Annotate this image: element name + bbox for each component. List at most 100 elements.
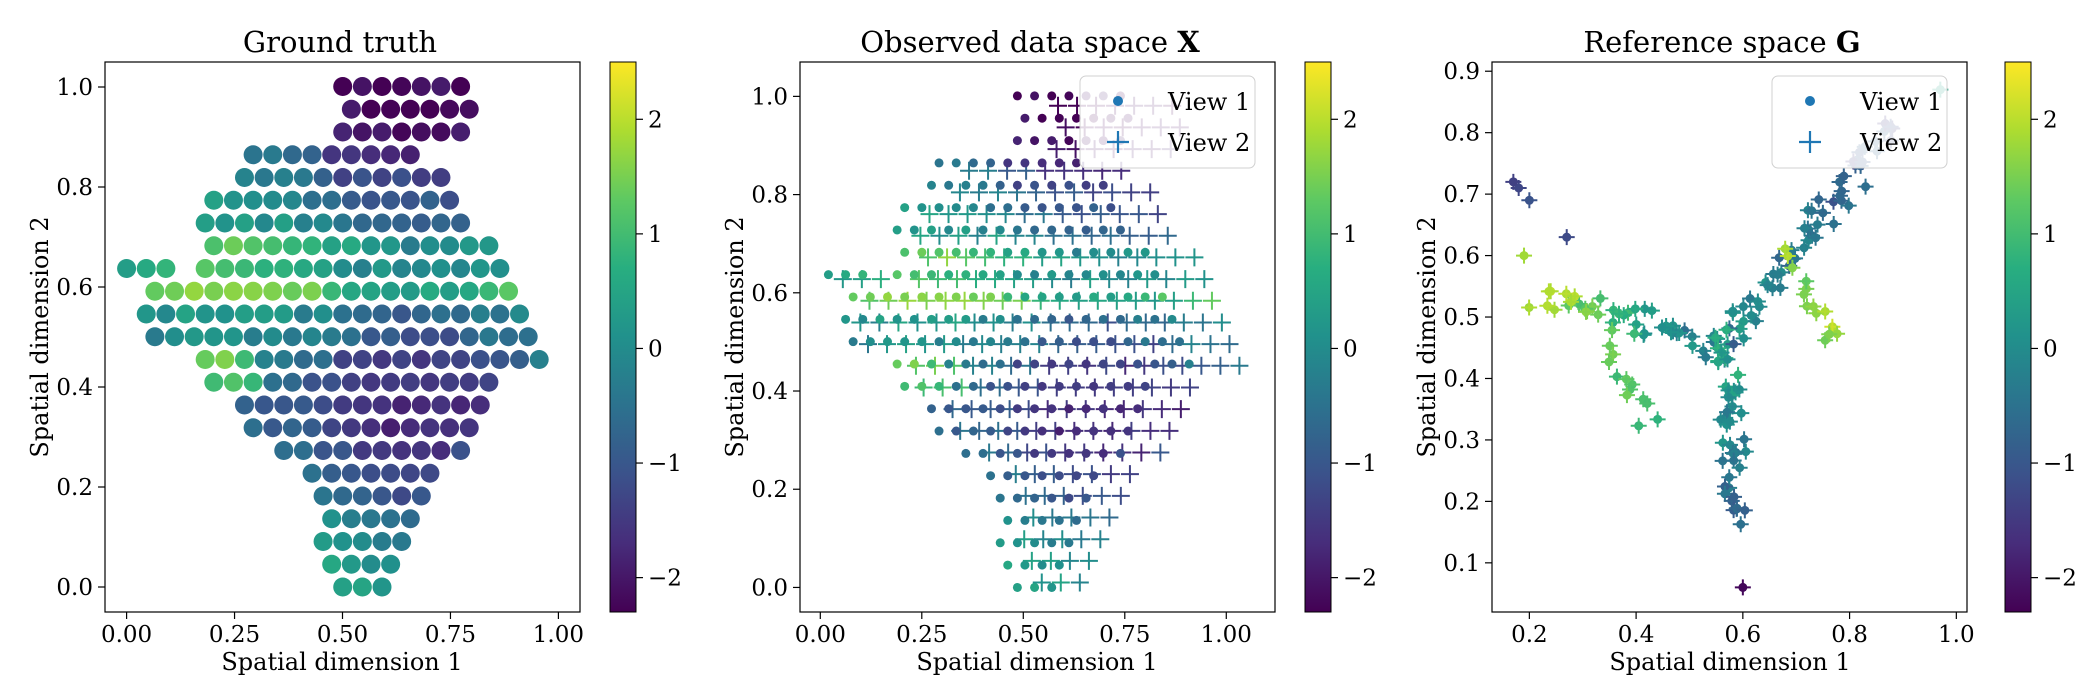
data-point <box>431 213 451 233</box>
axis-ticks: 0.00 0.25 0.50 0.75 1.00 0.0 0.2 0.4 0.6 0.8 1.0 <box>56 75 584 648</box>
data-point <box>392 259 412 278</box>
data-point-view-1 <box>1064 180 1074 190</box>
data-point <box>459 236 479 256</box>
data-point-view-1 <box>1030 493 1040 503</box>
colorbar-tick-label: 2 <box>2043 107 2058 133</box>
data-point-view-1 <box>995 225 1005 235</box>
data-point <box>313 213 333 233</box>
data-point-view-1 <box>1115 448 1125 458</box>
data-point-view-1 <box>1098 448 1108 458</box>
data-point-view-2 <box>1840 197 1857 214</box>
data-point <box>479 372 499 392</box>
data-point-view-2 <box>1796 220 1813 237</box>
data-point <box>361 145 381 165</box>
data-point-view-1 <box>900 337 910 347</box>
data-point-view-1 <box>1030 180 1040 190</box>
data-point-view-1 <box>1047 448 1057 458</box>
legend-label-view-2: View 2 <box>1859 129 1942 157</box>
data-point-view-2 <box>1151 443 1170 462</box>
data-point <box>313 350 333 369</box>
data-point-view-1 <box>1054 560 1064 570</box>
data-point <box>204 190 224 210</box>
data-point-view-2 <box>1604 322 1621 339</box>
data-point-view-2 <box>1164 291 1183 310</box>
data-point <box>392 486 412 506</box>
data-point-view-2 <box>1749 293 1766 310</box>
data-point <box>400 327 420 347</box>
data-point <box>459 281 479 301</box>
data-point-view-2 <box>1070 573 1089 592</box>
data-point <box>420 463 440 483</box>
data-point-view-1 <box>1003 515 1013 525</box>
y-tick-label: 0.8 <box>1443 121 1480 147</box>
data-point <box>243 236 263 256</box>
data-point-view-1 <box>1064 91 1074 101</box>
data-point <box>282 372 302 392</box>
data-point-view-1 <box>1089 203 1099 213</box>
legend-marker-view-2 <box>1107 131 1129 153</box>
data-point <box>381 509 401 529</box>
data-point <box>341 372 361 392</box>
y-tick-label: 0.9 <box>1443 59 1480 85</box>
data-point-view-1 <box>1071 158 1081 168</box>
data-point-view-1 <box>968 247 978 257</box>
data-point-view-1 <box>1106 292 1116 302</box>
data-point-view-2 <box>1610 305 1627 322</box>
data-point <box>322 554 342 574</box>
data-point <box>313 486 333 506</box>
data-point-view-2 <box>1220 335 1239 354</box>
data-point <box>470 304 490 324</box>
data-point-view-1 <box>934 337 944 347</box>
data-point-view-1 <box>1064 136 1074 146</box>
data-point-view-1 <box>1003 292 1013 302</box>
data-point <box>322 281 342 301</box>
data-point <box>282 418 302 438</box>
data-point-view-2 <box>1079 551 1098 570</box>
data-point-view-1 <box>1020 203 1030 213</box>
data-point-view-2 <box>1091 205 1110 224</box>
data-point <box>392 532 412 551</box>
data-point <box>333 304 353 324</box>
data-point-view-2 <box>1521 192 1538 209</box>
data-point <box>293 168 313 187</box>
data-point <box>372 532 392 551</box>
data-point <box>313 532 333 551</box>
data-point-view-2 <box>1120 465 1139 484</box>
colorbar-tick-label: −2 <box>2043 566 2077 592</box>
y-tick-label: 0.0 <box>751 575 788 601</box>
data-point <box>361 236 381 256</box>
data-point-view-1 <box>986 247 996 257</box>
data-point-view-1 <box>1003 337 1013 347</box>
data-point-view-2 <box>1803 202 1820 219</box>
data-point-view-1 <box>1003 471 1013 481</box>
colorbar-tick-label: 1 <box>648 222 663 248</box>
data-point-view-1 <box>1157 337 1167 347</box>
x-tick-label: 0.6 <box>1725 622 1762 648</box>
data-point-view-2 <box>1707 329 1724 346</box>
x-tick-label: 0.4 <box>1618 622 1655 648</box>
data-point <box>302 418 322 438</box>
data-point-view-2 <box>1539 297 1556 314</box>
data-point-view-1 <box>1081 270 1091 280</box>
data-point-view-2 <box>911 226 930 245</box>
data-point-view-2 <box>1731 459 1748 476</box>
data-point <box>254 213 274 233</box>
data-point <box>274 168 294 187</box>
y-tick-label: 0.4 <box>56 375 93 401</box>
colorbar-tick-label: 0 <box>1343 336 1358 362</box>
data-point-view-1 <box>1037 426 1047 436</box>
legend-marker-view-1 <box>1805 96 1815 106</box>
data-point <box>518 327 538 347</box>
data-point <box>263 236 283 256</box>
data-point-view-1 <box>1020 381 1030 391</box>
data-point <box>282 327 302 347</box>
data-point <box>431 259 451 278</box>
data-point-view-2 <box>1101 226 1120 245</box>
data-point <box>333 122 353 142</box>
data-point <box>165 327 185 347</box>
data-point <box>392 122 412 142</box>
data-point-view-1 <box>926 180 936 190</box>
data-point <box>322 372 342 392</box>
y-axis-label: Spatial dimension 2 <box>721 216 749 457</box>
data-point <box>352 304 372 324</box>
